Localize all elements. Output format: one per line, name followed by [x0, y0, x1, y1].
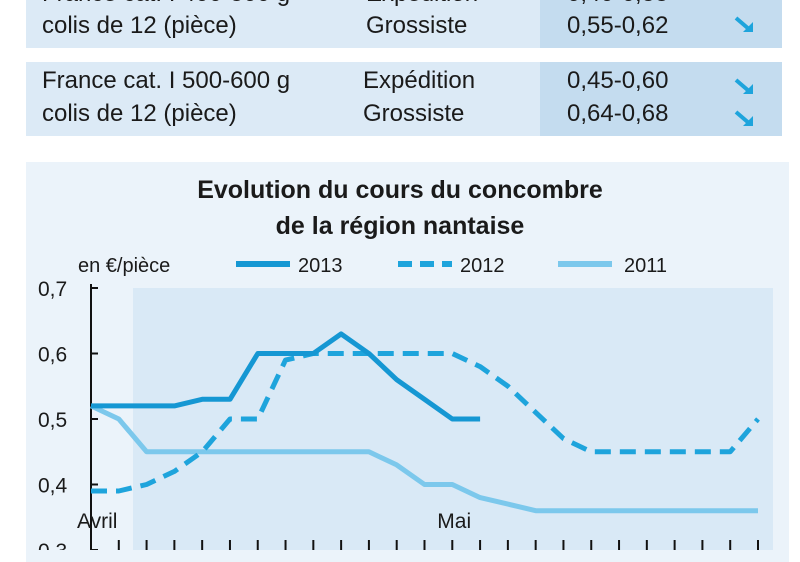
- product-packaging: colis de 12 (pièce): [42, 100, 237, 127]
- stage-label: Grossiste: [366, 12, 468, 39]
- series-line-2013: [91, 331, 481, 422]
- down-icon: [734, 16, 753, 32]
- table-row: France cat. I 500-600 g colis de 12 (piè…: [26, 62, 782, 136]
- stage-label: Grossiste: [363, 100, 465, 127]
- down-icon: [734, 110, 753, 126]
- legend-label: 2011: [624, 255, 667, 277]
- price-range: 0,45-0,60: [567, 67, 669, 94]
- price-range: 0,64-0,68: [567, 100, 669, 127]
- chart-title: Evolution du cours du concombre: [197, 176, 603, 204]
- price-range: 0,40-0,55: [567, 0, 668, 10]
- line-chart: 0,7 0,6 0,5 0,4 0,3 Avril Mai en €/pièce 2013 201…: [38, 255, 773, 550]
- y-tick-label: 0,7: [38, 278, 67, 301]
- down-icon: [734, 78, 753, 94]
- x-tick-label: Mai: [437, 510, 471, 533]
- product-name: France cat. I 400-500 g: [42, 0, 290, 10]
- series-line-2012: [91, 351, 760, 494]
- price-range: 0,55-0,62: [567, 12, 669, 39]
- product-name: France cat. I 500-600 g: [42, 67, 291, 94]
- legend-label: 2013: [298, 255, 343, 277]
- y-tick-label: 0,5: [38, 409, 67, 432]
- chart-subtitle: de la région nantaise: [275, 212, 525, 240]
- price-column-bg: [540, 62, 782, 136]
- y-tick-label: 0,6: [38, 344, 67, 367]
- table-row: France cat. I 400-500 g colis de 12 (piè…: [26, 0, 782, 48]
- stage-label: Expédition: [366, 0, 478, 10]
- x-tick-label: Avril: [77, 510, 117, 533]
- y-tick-label: 0,3: [38, 540, 67, 550]
- series-line-2011: [89, 403, 758, 514]
- legend-label: 2012: [460, 255, 505, 277]
- unit-label: en €/pièce: [78, 255, 170, 277]
- stage-label: Expédition: [363, 67, 476, 94]
- y-tick-label: 0,4: [38, 475, 68, 498]
- product-packaging: colis de 12 (pièce): [42, 12, 237, 39]
